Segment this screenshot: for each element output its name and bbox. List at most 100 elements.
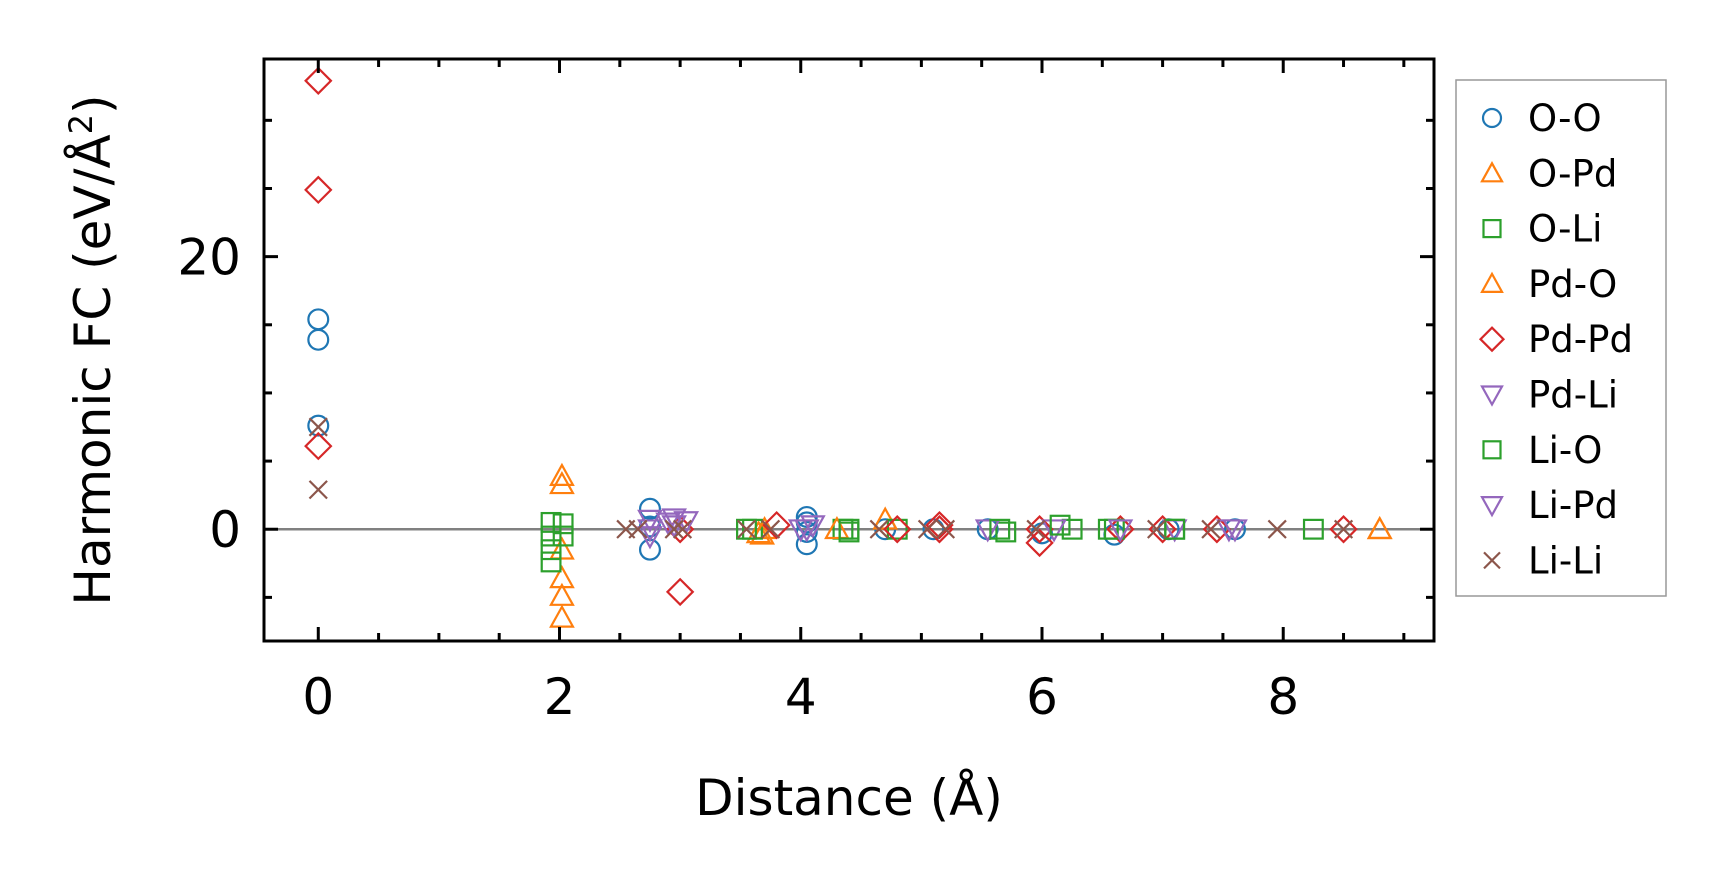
data-point [1025,528,1054,558]
data-point [1201,519,1221,539]
x-tick-label: 8 [1267,668,1299,726]
data-point [1061,518,1083,540]
data-point [540,551,562,573]
data-point [917,519,937,539]
plot-frame [262,57,1436,643]
y-tick-label: 0 [209,501,241,559]
data-point [552,525,574,547]
data-point [736,518,757,540]
legend: O-O O-Pd O-Li Pd-O Pd-Pd Pd-Li Li-O Li-Pd Li-Li [1455,79,1667,597]
data-point [307,414,330,437]
x-tick-label: 4 [785,668,817,726]
x-tick-label: 0 [302,668,334,726]
y-axis-label-close: ) [64,94,122,114]
data-point [672,519,693,539]
data-point [549,470,575,495]
data-point-stroke [628,519,648,539]
data-point-stroke [1146,519,1167,539]
series-Li-Li [308,417,1354,539]
legend-entry: Li-Pd [1480,484,1618,527]
data-point [1302,518,1324,540]
data-point [307,308,330,331]
ticks-layer [264,59,1434,641]
legend-marker-stroke [1483,551,1501,570]
legend-marker [1482,219,1502,239]
data-point-stroke [761,519,781,539]
data-point [974,519,1001,543]
data-point [795,533,818,556]
data-point [736,519,757,539]
data-point [628,519,648,539]
data-point [761,519,781,539]
series-Pd-Pd [304,66,1358,607]
legend-marker [1480,271,1504,293]
data-point [1148,515,1177,544]
data-point [1267,519,1287,539]
data-point [638,497,661,520]
data-point [304,66,333,96]
data-point [869,519,889,539]
data-point [540,539,562,561]
data-point-stroke [869,519,889,539]
series-Li-Pd [655,512,1242,543]
legend-label: O-Li [1528,208,1602,251]
data-point [549,536,575,560]
data-point [787,519,814,543]
legend-label: Li-Li [1528,539,1603,582]
legend-label: Li-O [1528,429,1602,472]
data-point-stroke [1267,519,1287,539]
data-point [540,511,562,533]
data-point-stroke [308,417,328,437]
series-Li-O [736,514,1186,540]
legend-marker [1481,107,1503,129]
data-point-stroke [1026,519,1046,539]
tick-labels: 0 2 4 6 8 0 20 [177,229,1299,726]
data-point [762,510,791,540]
data-point [549,604,575,628]
legend-label: Pd-Li [1528,374,1618,417]
data-point [886,518,908,540]
data-point-stroke [672,519,693,539]
data-point [1333,519,1354,539]
legend-marker [1483,551,1501,570]
data-point [308,480,328,500]
y-axis-label-main: Harmonic FC (eV/Å [64,134,122,605]
legend-label: O-Pd [1528,152,1617,195]
data-point [1041,519,1067,543]
legend-entry: Pd-O [1480,263,1617,306]
data-point [638,538,661,561]
data-point [1164,518,1186,540]
data-point-stroke [736,519,757,539]
data-point-stroke [664,519,684,539]
data-point-stroke [935,519,956,539]
data-point-stroke [308,480,328,500]
data-point [308,417,328,437]
data-point [637,519,663,543]
data-point [304,431,333,461]
data-point [1107,519,1134,543]
legend-entry: O-Pd [1480,152,1617,195]
data-point [664,519,684,539]
data-point [995,521,1017,543]
legend-entry: Li-O [1482,429,1602,472]
x-tick-label: 2 [544,668,576,726]
data-point-stroke [917,519,937,539]
data-point [655,512,681,536]
legend-entry: Pd-Pd [1478,318,1633,361]
legend-marker [1480,385,1504,407]
data-point-stroke [1333,519,1354,539]
data-point [1049,514,1071,536]
legend-marker [1480,496,1504,518]
data-point [838,518,860,540]
data-point [665,577,695,607]
data-point [540,525,562,547]
data-point [824,515,850,540]
legend-entry: O-Li [1482,208,1602,251]
data-point [745,520,772,544]
x-axis-label: Distance (Å) [695,769,1003,827]
data-points [304,66,1393,628]
x-tick-label: 6 [1026,668,1058,726]
legend-marker [1478,326,1506,353]
data-point-stroke [1201,519,1221,539]
